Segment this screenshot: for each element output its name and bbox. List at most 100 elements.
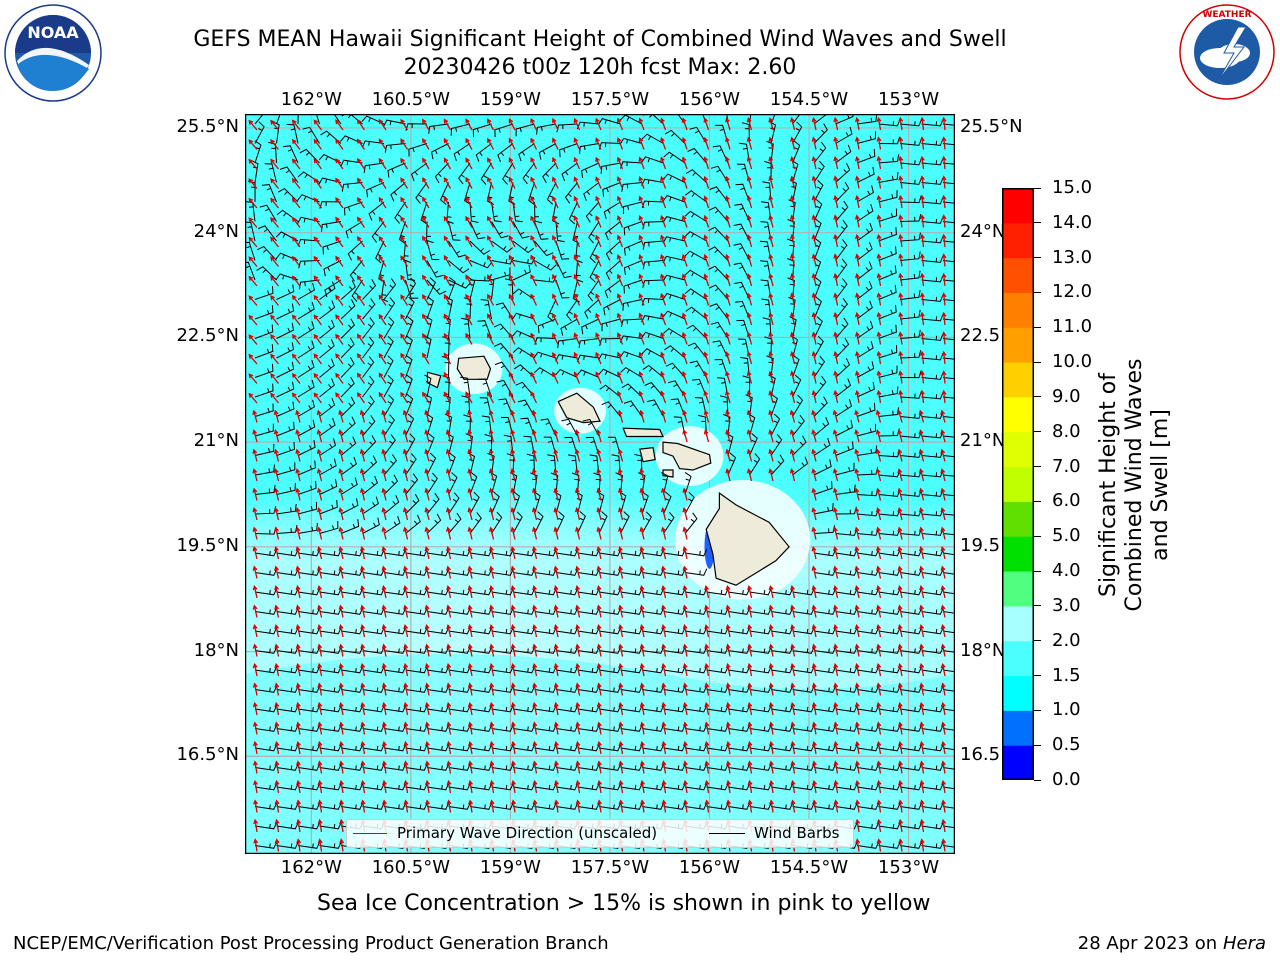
wind-barb bbox=[641, 587, 665, 596]
wave-direction-arrow bbox=[811, 389, 817, 404]
wave-direction-arrow bbox=[532, 701, 538, 716]
wind-barb bbox=[297, 821, 321, 830]
wave-direction-arrow bbox=[919, 643, 925, 657]
wave-direction-arrow bbox=[681, 136, 688, 150]
wave-direction-arrow bbox=[489, 721, 495, 735]
wave-direction-arrow bbox=[661, 545, 667, 560]
wave-direction-arrow bbox=[919, 292, 925, 306]
wind-barb bbox=[512, 587, 536, 596]
wave-direction-arrow bbox=[402, 506, 409, 521]
wave-direction-arrow bbox=[789, 194, 796, 209]
wave-direction-arrow bbox=[746, 331, 753, 345]
wave-direction-arrow bbox=[510, 409, 516, 423]
wave-direction-arrow bbox=[639, 409, 645, 423]
wind-barb bbox=[448, 512, 462, 534]
wave-direction-arrow bbox=[703, 351, 710, 365]
wind-barb bbox=[684, 763, 708, 771]
wave-direction-arrow bbox=[616, 215, 624, 228]
colorbar-segment bbox=[1002, 466, 1034, 502]
wind-barb bbox=[856, 166, 875, 183]
wave-direction-arrow bbox=[295, 623, 301, 638]
wind-barb bbox=[577, 665, 600, 674]
wave-direction-arrow bbox=[273, 487, 280, 501]
wind-barb bbox=[405, 335, 413, 359]
wave-direction-arrow bbox=[554, 799, 560, 813]
wave-direction-arrow bbox=[898, 779, 904, 794]
wind-barb bbox=[899, 724, 923, 732]
wind-barb bbox=[856, 665, 880, 674]
wave-direction-arrow bbox=[510, 429, 516, 443]
wave-direction-arrow bbox=[378, 177, 387, 189]
wind-barb bbox=[899, 251, 921, 261]
wave-direction-arrow bbox=[919, 311, 925, 326]
wave-direction-arrow bbox=[488, 448, 495, 462]
wind-barb bbox=[856, 821, 880, 830]
wave-direction-arrow bbox=[552, 293, 559, 306]
wind-barb bbox=[349, 260, 363, 282]
wind-barb bbox=[426, 782, 450, 791]
wave-direction-arrow bbox=[532, 779, 538, 794]
wave-direction-arrow bbox=[510, 760, 516, 774]
wave-direction-arrow bbox=[616, 117, 624, 131]
wave-direction-arrow bbox=[746, 351, 753, 365]
wave-direction-arrow bbox=[575, 584, 581, 599]
wave-direction-arrow bbox=[532, 682, 538, 696]
wind-barb bbox=[623, 221, 643, 236]
wave-direction-arrow bbox=[291, 392, 301, 404]
wind-barb bbox=[577, 724, 600, 732]
wave-direction-arrow bbox=[356, 177, 366, 189]
wave-direction-arrow bbox=[833, 233, 839, 248]
wave-direction-arrow bbox=[356, 294, 366, 306]
wave-direction-arrow bbox=[704, 799, 710, 813]
wind-barb bbox=[254, 363, 274, 378]
wind-barb bbox=[770, 704, 794, 713]
wave-direction-arrow bbox=[274, 682, 280, 696]
wind-barb bbox=[469, 724, 493, 732]
wave-direction-arrow bbox=[940, 506, 946, 521]
wave-direction-arrow bbox=[295, 721, 301, 735]
wave-direction-arrow bbox=[811, 643, 817, 657]
wave-direction-arrow bbox=[338, 487, 344, 501]
wave-direction-arrow bbox=[488, 468, 495, 482]
wind-barb bbox=[361, 115, 385, 125]
wind-barb bbox=[878, 528, 901, 536]
wind-barb bbox=[856, 724, 880, 732]
wave-direction-arrow bbox=[682, 604, 688, 618]
wave-direction-arrow bbox=[468, 779, 474, 794]
wind-barb bbox=[921, 782, 944, 791]
wind-barb bbox=[426, 492, 440, 515]
wind-barb bbox=[297, 194, 320, 203]
wave-direction-arrow bbox=[356, 391, 366, 404]
wave-direction-arrow bbox=[941, 311, 947, 326]
wave-direction-arrow bbox=[941, 838, 947, 852]
wind-barb bbox=[555, 587, 579, 596]
wave-direction-arrow bbox=[291, 372, 301, 384]
wave-direction-arrow bbox=[876, 155, 882, 170]
wind-barb bbox=[426, 548, 450, 557]
wind-barb bbox=[564, 436, 578, 456]
wave-direction-arrow bbox=[425, 779, 431, 794]
wind-barb bbox=[276, 724, 299, 732]
wave-direction-arrow bbox=[489, 662, 495, 677]
wave-direction-arrow bbox=[595, 156, 602, 170]
wave-direction-arrow bbox=[356, 372, 366, 384]
wind-barb bbox=[749, 802, 772, 810]
wind-barb bbox=[662, 236, 686, 244]
wave-direction-arrow bbox=[747, 701, 753, 716]
wind-barb bbox=[717, 377, 729, 398]
wave-direction-arrow bbox=[381, 721, 387, 735]
wave-direction-arrow bbox=[768, 740, 774, 755]
wave-direction-arrow bbox=[833, 760, 839, 774]
wave-direction-arrow bbox=[467, 468, 473, 482]
wave-direction-arrow bbox=[703, 195, 710, 209]
wind-barb bbox=[835, 782, 858, 791]
wind-barb bbox=[835, 144, 852, 164]
wave-direction-arrow bbox=[703, 390, 710, 404]
wind-barb bbox=[813, 646, 837, 654]
wave-direction-arrow bbox=[595, 117, 602, 131]
wave-direction-arrow bbox=[638, 156, 645, 170]
wave-direction-arrow bbox=[248, 119, 258, 131]
wave-direction-arrow bbox=[919, 136, 925, 150]
wave-direction-arrow bbox=[313, 353, 323, 365]
wind-barb bbox=[319, 802, 342, 810]
